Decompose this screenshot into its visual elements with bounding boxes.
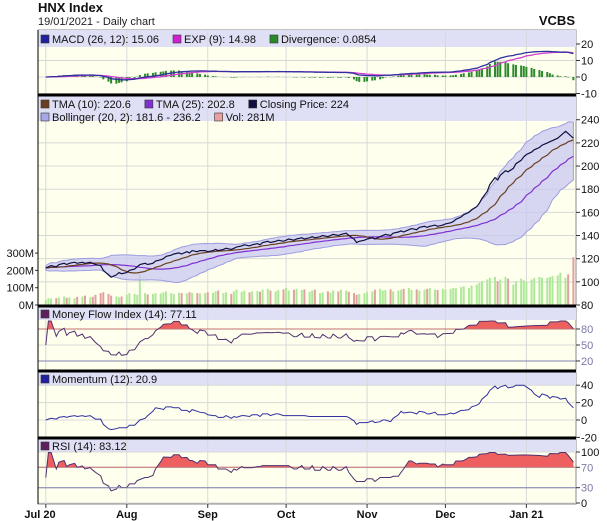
- legend-label: Momentum (12): 20.9: [52, 374, 157, 386]
- legend-label: TMA (10): 220.6: [52, 99, 131, 111]
- x-tick-label: Nov: [357, 509, 379, 521]
- legend-band-macd: [38, 30, 576, 47]
- volume-tick-label: 100M: [6, 283, 34, 295]
- legend-label: Bollinger (20, 2): 181.6 - 236.2: [52, 112, 201, 124]
- tma25-line: [45, 155, 574, 270]
- y-tick-label: 160: [581, 207, 599, 219]
- x-tick-label: Dec: [435, 509, 455, 521]
- volume-tick-label: 0M: [19, 300, 34, 312]
- legend-swatch: [40, 112, 50, 122]
- volume-tick-label: 300M: [6, 248, 34, 260]
- y-tick-label: -20: [581, 432, 597, 444]
- y-tick-label: -10: [581, 89, 597, 101]
- chart-title: HNX Index: [38, 0, 104, 15]
- y-tick-label: 220: [581, 138, 599, 150]
- y-tick-label: 140: [581, 231, 599, 243]
- legend-label: TMA (25): 202.8: [156, 99, 235, 111]
- legend-swatch: [40, 374, 50, 384]
- y-tick-label: 0: [581, 415, 587, 427]
- legend-label: RSI (14): 83.12: [52, 441, 127, 453]
- mfi-line: [45, 320, 574, 356]
- y-tick-label: 100: [581, 447, 599, 459]
- y-tick-label: 180: [581, 184, 599, 196]
- legend-swatch: [40, 34, 50, 44]
- brand-label: VCBS: [538, 13, 575, 28]
- chart-subtitle: 19/01/2021 - Daily chart: [38, 16, 155, 28]
- y-tick-label: 70: [581, 462, 593, 474]
- macd-line: [45, 50, 574, 81]
- legend-band-rsi: [38, 439, 576, 452]
- momentum-line: [45, 384, 574, 431]
- legend-swatch: [144, 99, 154, 109]
- legend-label: Vol: 281M: [226, 112, 275, 124]
- legend-swatch: [172, 34, 182, 44]
- legend-swatch: [248, 99, 258, 109]
- mfi-overbought-area: [45, 321, 574, 329]
- y-tick-label: 30: [581, 483, 593, 495]
- legend-swatch: [214, 112, 223, 122]
- legend-swatch: [40, 99, 50, 109]
- legend-swatch: [40, 309, 50, 319]
- y-tick-label: 240: [581, 115, 599, 127]
- y-tick-label: 10: [581, 56, 593, 68]
- y-tick-label: 0: [581, 72, 587, 84]
- legend-band-mfi: [38, 307, 576, 320]
- x-tick-label: Oct: [277, 509, 296, 521]
- legend-label: MACD (26, 12): 15.06: [52, 34, 159, 46]
- y-tick-label: 80: [581, 300, 593, 312]
- legend-label: Divergence: 0.0854: [281, 34, 376, 46]
- y-tick-label: 80: [581, 324, 593, 336]
- x-tick-label: Jul 20: [24, 509, 55, 521]
- legend-swatch: [269, 34, 279, 44]
- legend-swatch: [40, 441, 50, 451]
- y-tick-label: 200: [581, 161, 599, 173]
- y-tick-label: 120: [581, 254, 599, 266]
- volume-tick-label: 200M: [6, 265, 34, 277]
- legend-band-mom: [38, 372, 576, 385]
- legend-label: Money Flow Index (14): 77.11: [52, 309, 197, 321]
- legend-label: EXP (9): 14.98: [184, 34, 256, 46]
- bollinger-band: [45, 121, 574, 283]
- y-tick-label: 20: [581, 356, 593, 368]
- y-tick-label: 20: [581, 398, 593, 410]
- closing-price-line: [45, 130, 574, 278]
- x-tick-label: Aug: [116, 509, 137, 521]
- x-tick-label: Jan 21: [509, 509, 543, 521]
- legend-band-main: [38, 96, 576, 121]
- y-tick-label: 20: [581, 39, 593, 51]
- x-tick-label: Sep: [198, 509, 218, 521]
- y-tick-label: 50: [581, 340, 593, 352]
- legend-label: Closing Price: 224: [260, 99, 349, 111]
- y-tick-label: 40: [581, 380, 593, 392]
- y-tick-label: 0: [581, 498, 587, 510]
- rsi-overbought-area: [45, 452, 574, 468]
- tma10-line: [45, 139, 574, 274]
- rsi-line: [45, 452, 574, 492]
- y-tick-label: 100: [581, 277, 599, 289]
